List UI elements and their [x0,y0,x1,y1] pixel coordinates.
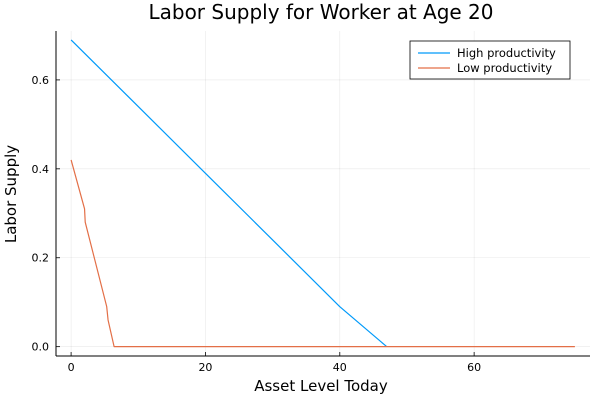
y-ticks: 0.0 0.2 0.4 0.6 [32,74,60,354]
y-tick-label: 0.2 [32,252,50,265]
x-axis-title: Asset Level Today [254,377,388,395]
x-tick-label: 0 [68,361,75,374]
legend-label-low-productivity: Low productivity [457,61,552,75]
x-ticks: 0 20 40 60 [68,352,481,374]
x-tick-label: 20 [198,361,212,374]
legend-label-high-productivity: High productivity [457,46,556,60]
y-axis-title: Labor Supply [2,145,20,243]
y-tick-label: 0.4 [32,163,50,176]
grid [56,31,590,356]
series-line-high-productivity [70,39,388,348]
series-line-low-productivity [70,159,575,348]
axes [55,31,590,357]
x-tick-label: 40 [333,361,347,374]
x-tick-label: 60 [467,361,481,374]
y-tick-label: 0.6 [32,74,50,87]
legend-box [409,40,571,80]
legend: High productivity Low productivity [409,40,571,80]
series-lines [70,39,575,348]
chart-title: Labor Supply for Worker at Age 20 [148,0,493,24]
y-tick-label: 0.0 [32,341,50,354]
